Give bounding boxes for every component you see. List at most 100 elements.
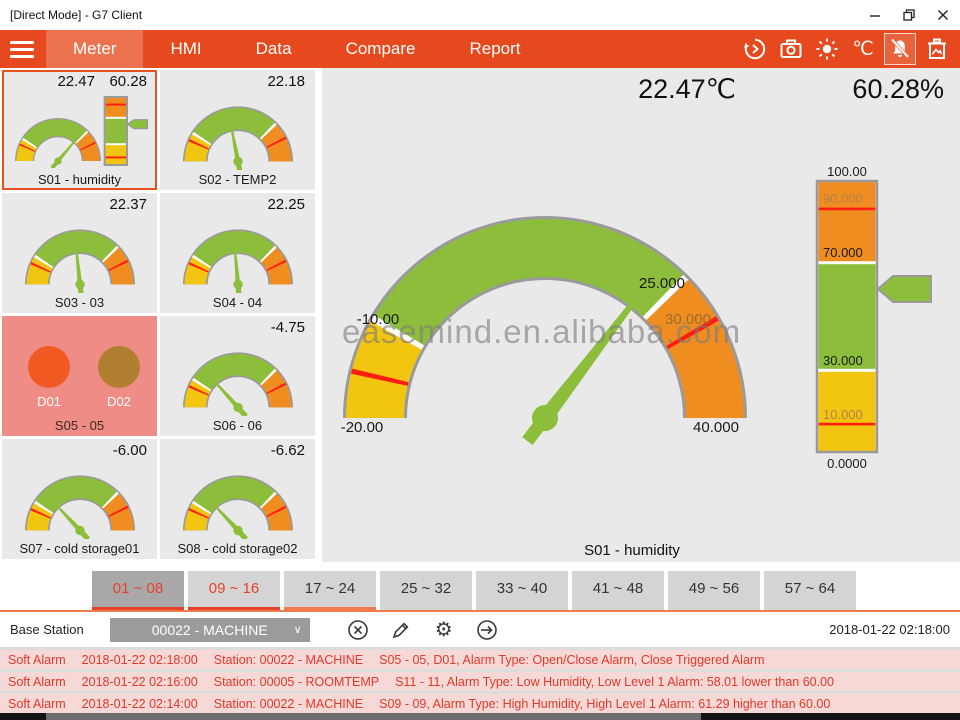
meter-tile-s01[interactable]: 22.47 60.28 bbox=[2, 70, 157, 190]
clear-images-button[interactable] bbox=[922, 34, 952, 64]
mini-gauge bbox=[16, 469, 144, 539]
gauge-label-high: 25.000 bbox=[639, 275, 685, 292]
meter-tile-s04[interactable]: 22.25 S04 - 04 bbox=[160, 193, 315, 313]
digital-label-d02: D02 bbox=[107, 394, 131, 409]
bar-label-10: 10.000 bbox=[823, 407, 863, 422]
tab-49-56[interactable]: 49 ~ 56 bbox=[668, 571, 760, 610]
alarm-message: S11 - 11, Alarm Type: Low Humidity, Low … bbox=[395, 674, 834, 689]
bar-label-30: 30.000 bbox=[823, 353, 863, 368]
mini-gauge-svg bbox=[15, 118, 101, 168]
alarm-type: Soft Alarm bbox=[8, 696, 66, 711]
arrow-circle-icon bbox=[476, 619, 497, 640]
humidity-readout: 60.28% bbox=[852, 74, 944, 104]
temperature-readout: 22.47℃ bbox=[638, 74, 736, 104]
alarm-station: Station: 00022 - MACHINE bbox=[213, 696, 364, 711]
mini-gauge-svg bbox=[182, 229, 293, 293]
tile-label: S06 - 06 bbox=[212, 418, 263, 433]
mini-gauge-svg bbox=[182, 106, 293, 170]
refresh-button[interactable] bbox=[740, 34, 770, 64]
tab-09-16[interactable]: 09 ~ 16 bbox=[188, 571, 280, 610]
hamburger-menu-icon[interactable] bbox=[0, 30, 46, 68]
digital-indicator-d01 bbox=[28, 346, 70, 388]
tile-value-humidity: 60.28 bbox=[109, 73, 147, 90]
taskbar-strip bbox=[0, 713, 960, 720]
trash-image-icon bbox=[928, 38, 946, 59]
tab-33-40[interactable]: 33 ~ 40 bbox=[476, 571, 568, 610]
gauge-caption: S01 - humidity bbox=[584, 542, 680, 559]
edit-button[interactable] bbox=[389, 618, 413, 642]
base-station-dropdown[interactable]: 00022 - MACHINE ∨ bbox=[109, 617, 310, 642]
alarm-station: Station: 00022 - MACHINE bbox=[213, 652, 364, 667]
station-action-icons: ⚙ bbox=[346, 618, 499, 642]
gauge-label-alarm: 30.000 bbox=[665, 311, 711, 328]
brightness-button[interactable] bbox=[812, 34, 842, 64]
meter-group-tabs: 01 ~ 08 09 ~ 16 17 ~ 24 25 ~ 32 33 ~ 40 … bbox=[0, 562, 960, 612]
base-station-bar: Base Station 00022 - MACHINE ∨ ⚙ 2018-01… bbox=[0, 612, 960, 647]
mini-gauge-svg bbox=[182, 352, 293, 416]
alarm-message: S09 - 09, Alarm Type: High Humidity, Hig… bbox=[379, 696, 831, 711]
nav-items: Meter HMI Data Compare Report bbox=[46, 30, 548, 68]
close-button[interactable] bbox=[926, 0, 960, 30]
meter-tile-s02[interactable]: 22.18 S02 - TEMP2 bbox=[160, 70, 315, 190]
base-station-label: Base Station bbox=[10, 622, 84, 637]
tab-25-32[interactable]: 25 ~ 32 bbox=[380, 571, 472, 610]
window-controls bbox=[858, 0, 960, 30]
alarm-row: Soft Alarm 2018-01-22 02:16:00 Station: … bbox=[0, 672, 960, 691]
alarm-type: Soft Alarm bbox=[8, 674, 66, 689]
mini-gauge bbox=[174, 346, 302, 416]
mute-alarm-button[interactable] bbox=[884, 33, 916, 65]
nav-tab-report[interactable]: Report bbox=[469, 39, 521, 58]
tile-value: -6.00 bbox=[112, 442, 147, 459]
bar-label-70: 70.000 bbox=[823, 245, 863, 260]
mini-gauge-svg bbox=[182, 475, 293, 539]
current-timestamp: 2018-01-22 02:18:00 bbox=[829, 622, 950, 637]
meter-detail-panel: 22.47℃ 60.28% -20.00 -10.00 25.000 30.00… bbox=[322, 68, 960, 562]
minimize-button[interactable] bbox=[858, 0, 892, 30]
nav-tab-data[interactable]: Data bbox=[255, 39, 292, 58]
meter-tile-s08[interactable]: -6.62 S08 - cold storage02 bbox=[160, 439, 315, 559]
tab-41-48[interactable]: 41 ~ 48 bbox=[572, 571, 664, 610]
snapshot-button[interactable] bbox=[776, 34, 806, 64]
alarm-type: Soft Alarm bbox=[8, 652, 66, 667]
meter-tile-s07[interactable]: -6.00 S07 - cold storage01 bbox=[2, 439, 157, 559]
close-icon bbox=[938, 10, 948, 20]
tab-57-64[interactable]: 57 ~ 64 bbox=[764, 571, 856, 610]
bar-label-0: 0.0000 bbox=[827, 456, 867, 471]
mini-gauge-svg bbox=[24, 229, 135, 293]
settings-button[interactable]: ⚙ bbox=[434, 619, 453, 641]
nav-tab-compare[interactable]: Compare bbox=[345, 39, 416, 58]
tile-label: S07 - cold storage01 bbox=[19, 541, 140, 556]
window-title: [Direct Mode] - G7 Client bbox=[10, 8, 143, 22]
bar-pointer bbox=[876, 275, 932, 303]
tile-label: S08 - cold storage02 bbox=[177, 541, 298, 556]
meter-tile-s06[interactable]: -4.75 S06 - 06 bbox=[160, 316, 315, 436]
pencil-icon bbox=[392, 621, 409, 638]
cancel-button[interactable] bbox=[346, 618, 370, 642]
tab-01-08[interactable]: 01 ~ 08 bbox=[92, 571, 184, 610]
content-area: 22.47 60.28 bbox=[0, 68, 960, 562]
tile-value: 22.18 bbox=[267, 73, 305, 90]
meter-tile-grid: 22.47 60.28 bbox=[0, 68, 318, 562]
mini-gauge bbox=[8, 113, 108, 168]
go-button[interactable] bbox=[475, 618, 499, 642]
digital-label-d01: D01 bbox=[37, 394, 61, 409]
gauge-needle bbox=[522, 287, 646, 445]
restore-button[interactable] bbox=[892, 0, 926, 30]
alarm-log: Soft Alarm 2018-01-22 02:18:00 Station: … bbox=[0, 647, 960, 713]
base-station-selected: 00022 - MACHINE bbox=[151, 621, 268, 638]
meter-tile-s05[interactable]: D01 D02 S05 - 05 bbox=[2, 316, 157, 436]
nav-tab-meter[interactable]: Meter bbox=[46, 30, 144, 68]
digital-indicator-d02 bbox=[98, 346, 140, 388]
meter-tile-s03[interactable]: 22.37 S03 - 03 bbox=[2, 193, 157, 313]
mini-gauge-svg bbox=[24, 475, 135, 539]
tile-label: S01 - humidity bbox=[37, 172, 122, 187]
tab-17-24[interactable]: 17 ~ 24 bbox=[284, 571, 376, 610]
alarm-message: S05 - 05, D01, Alarm Type: Open/Close Al… bbox=[379, 652, 765, 667]
gauge-label-min: -20.00 bbox=[341, 419, 384, 436]
alarm-station: Station: 00005 - ROOMTEMP bbox=[213, 674, 380, 689]
tile-label: S02 - TEMP2 bbox=[198, 172, 277, 187]
tile-value: 22.25 bbox=[267, 196, 305, 213]
celsius-toggle-button[interactable]: ℃ bbox=[848, 34, 878, 64]
nav-tab-hmi[interactable]: HMI bbox=[170, 39, 202, 58]
